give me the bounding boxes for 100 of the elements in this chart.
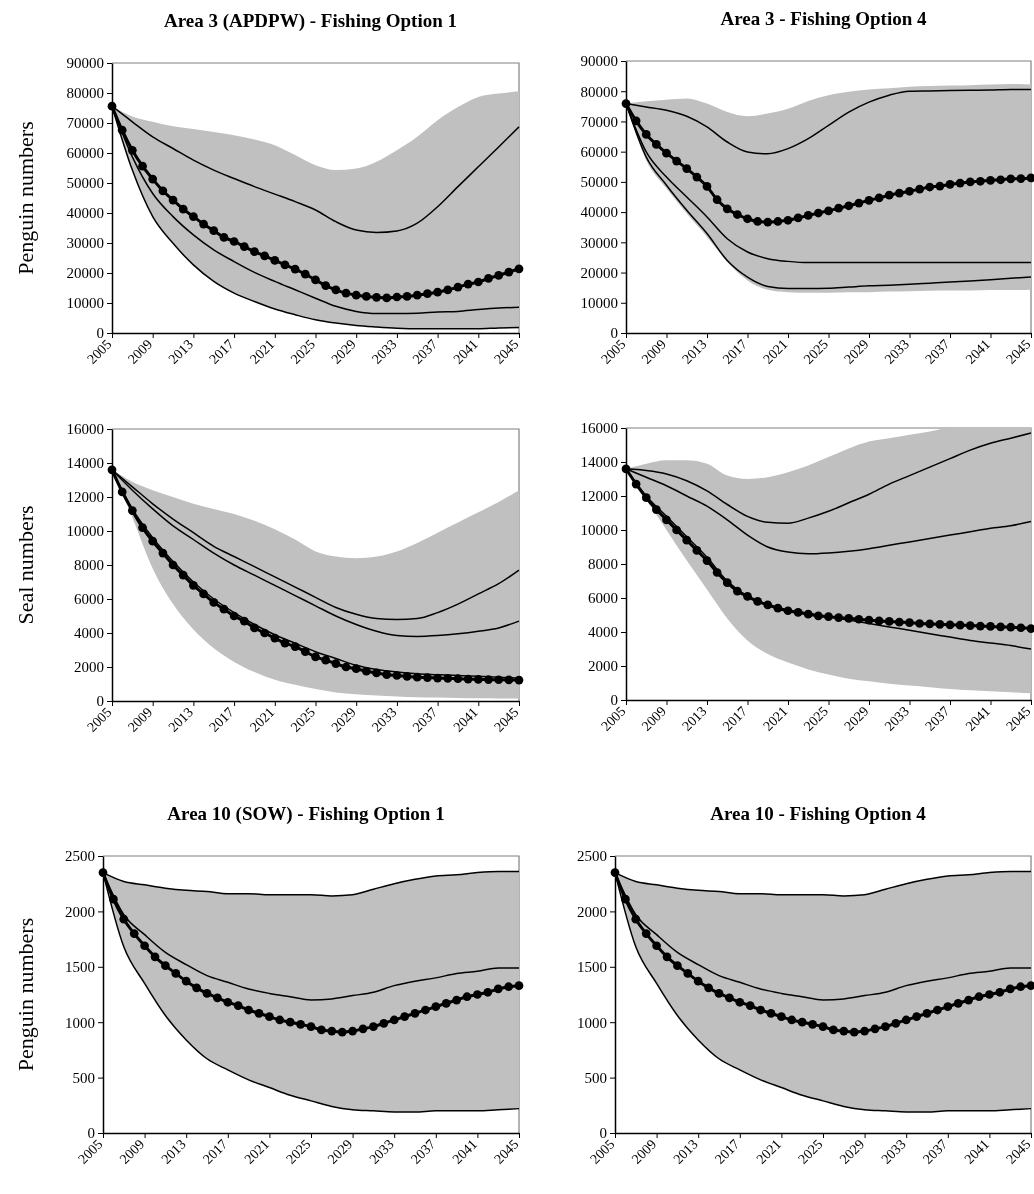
point — [244, 1005, 253, 1015]
point — [777, 1012, 786, 1022]
point — [423, 673, 432, 682]
point — [965, 621, 975, 630]
point — [712, 568, 722, 577]
point — [814, 611, 823, 621]
point — [925, 619, 935, 629]
y-axis-title: Penguin numbers — [12, 917, 38, 1072]
point — [285, 1017, 295, 1027]
point — [202, 989, 212, 998]
y-tick-label: 60000 — [580, 143, 618, 160]
point — [756, 1005, 765, 1015]
y-axis-title: Seal numbers — [12, 505, 38, 625]
y-tick-label: 6000 — [588, 590, 618, 607]
y-tick-label: 4000 — [588, 624, 618, 641]
point — [844, 614, 854, 623]
point — [362, 292, 371, 301]
point — [514, 675, 524, 685]
point — [494, 675, 504, 685]
point — [839, 1026, 849, 1036]
point — [733, 210, 742, 219]
point — [412, 672, 422, 682]
point — [209, 226, 219, 236]
point — [986, 176, 995, 185]
y-axis-title: Penguin numbers — [12, 121, 38, 275]
point — [129, 929, 139, 938]
point — [410, 1008, 420, 1018]
point — [621, 894, 630, 904]
point — [290, 642, 300, 651]
point — [1026, 624, 1034, 633]
y-tick-label: 10000 — [580, 522, 618, 539]
y-tick-label: 2000 — [65, 903, 95, 920]
point — [901, 1015, 911, 1025]
point — [803, 211, 813, 220]
point — [652, 941, 661, 951]
point — [874, 193, 884, 203]
y-tick-label: 2000 — [588, 658, 618, 675]
point — [484, 675, 493, 684]
point — [864, 195, 874, 205]
point — [372, 668, 381, 678]
point — [171, 969, 181, 978]
y-tick-label: 12000 — [580, 488, 618, 505]
point — [443, 285, 453, 295]
point — [702, 182, 712, 191]
point — [849, 1027, 859, 1037]
point — [854, 198, 864, 208]
point — [692, 546, 702, 555]
point — [260, 628, 269, 638]
y-tick-label: 0 — [610, 692, 618, 709]
point — [682, 164, 692, 173]
point — [504, 267, 514, 277]
point — [692, 172, 702, 182]
y-tick-label: 90000 — [580, 53, 618, 70]
point — [219, 604, 229, 614]
chart-title: Area 3 (APDPW) - Fishing Option 1 — [163, 10, 458, 32]
point — [797, 1017, 807, 1027]
point — [753, 597, 762, 606]
y-tick-label: 2000 — [74, 659, 104, 676]
point — [905, 186, 914, 196]
point — [814, 208, 823, 218]
point — [351, 290, 361, 300]
point — [239, 616, 249, 626]
point — [641, 130, 651, 139]
point — [818, 1022, 828, 1031]
point — [943, 1002, 953, 1012]
point — [189, 212, 198, 221]
point — [280, 260, 290, 270]
point — [514, 264, 524, 274]
y-tick-label: 0 — [87, 1125, 95, 1142]
point — [441, 999, 451, 1008]
point — [1026, 981, 1034, 990]
y-tick-label: 2000 — [577, 903, 607, 920]
y-tick-label: 4000 — [74, 625, 104, 642]
point — [712, 195, 722, 205]
point — [1016, 623, 1026, 633]
point — [117, 487, 127, 497]
y-tick-label: 50000 — [66, 175, 104, 192]
y-tick-label: 30000 — [580, 234, 618, 251]
point — [233, 1001, 243, 1010]
chart-title: Area 10 (SOW) - Fishing Option 1 — [167, 803, 445, 825]
point — [402, 292, 412, 301]
point — [483, 987, 493, 997]
y-tick-label: 40000 — [580, 204, 618, 221]
point — [300, 269, 310, 279]
y-tick-label: 80000 — [66, 85, 104, 102]
point — [168, 560, 178, 570]
point — [358, 1024, 368, 1034]
point — [672, 156, 681, 166]
point — [127, 506, 137, 515]
point — [662, 148, 671, 158]
point — [905, 618, 914, 628]
point — [985, 990, 994, 999]
point — [915, 184, 924, 194]
point — [382, 670, 392, 680]
point — [158, 186, 168, 196]
point — [766, 1008, 776, 1018]
point — [672, 525, 681, 535]
point — [976, 621, 985, 631]
point — [140, 941, 149, 951]
point — [935, 619, 945, 629]
